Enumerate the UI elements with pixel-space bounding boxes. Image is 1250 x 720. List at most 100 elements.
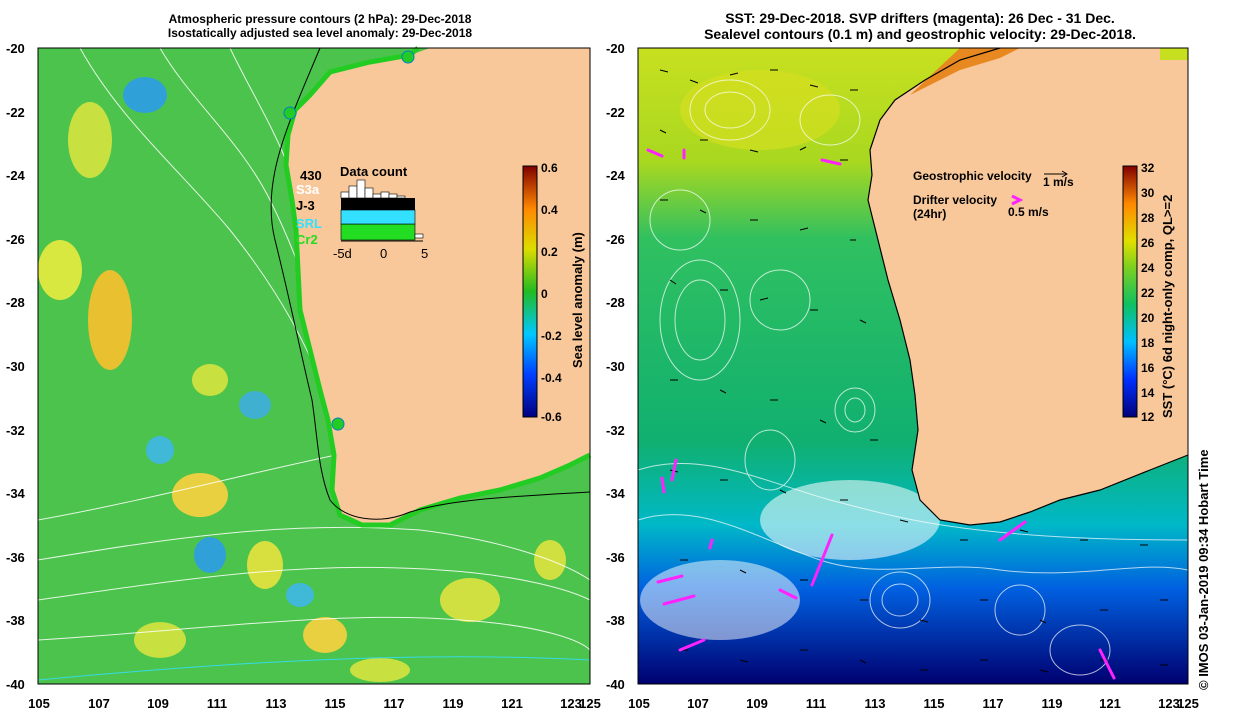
svg-text:-30: -30 — [606, 359, 625, 374]
svg-text:-28: -28 — [6, 295, 25, 310]
svg-text:-22: -22 — [606, 105, 625, 120]
svg-text:117: 117 — [384, 696, 405, 711]
svg-text:113: 113 — [266, 696, 287, 711]
velocity-legend: Geostrophic velocity 1 m/s Drifter veloc… — [913, 169, 1074, 221]
svg-text:-40: -40 — [606, 677, 625, 692]
drifter-legend-label: Drifter velocity — [913, 193, 997, 207]
right-panel-title: SST: 29-Dec-2018. SVP drifters (magenta)… — [640, 10, 1200, 42]
right-y-ticks: -20 -22 -24 -26 -28 -30 -32 -34 -36 -38 … — [606, 41, 626, 692]
left-x-tick-last: 125 — [579, 696, 601, 711]
svg-text:-20: -20 — [6, 41, 25, 56]
svg-text:-40: -40 — [6, 677, 25, 692]
svg-text:-36: -36 — [6, 550, 25, 565]
mission-cr2: Cr2 — [296, 232, 318, 247]
svg-text:-38: -38 — [606, 613, 625, 628]
svg-text:-34: -34 — [606, 486, 626, 501]
svg-text:121: 121 — [501, 696, 523, 711]
sst-warm-patch — [680, 70, 840, 150]
right-x-ticks: 105 107 109 111 113 115 117 119 121 123 … — [628, 696, 1199, 711]
geostrophic-legend-scale: 1 m/s — [1043, 175, 1074, 189]
sst-cbar-tick: 24 — [1141, 261, 1155, 275]
mission-s3a: S3a — [296, 182, 320, 197]
drifter-legend-scale: 0.5 m/s — [1008, 205, 1049, 219]
dc-tick: 5 — [421, 246, 428, 261]
svg-text:-20: -20 — [606, 41, 625, 56]
left-map: 430 Data count S3a J-3 SRL Cr2 — [6, 41, 601, 711]
geostrophic-arrows — [659, 69, 1168, 673]
svg-text:107: 107 — [687, 696, 709, 711]
drifter-legend-label-2: (24hr) — [913, 207, 946, 221]
sla-blob — [68, 102, 112, 178]
geostrophic-legend-label: Geostrophic velocity — [913, 169, 1032, 183]
svg-text:-34: -34 — [6, 486, 26, 501]
sla-colorbar-label: Sea level anomaly (m) — [570, 232, 585, 368]
sst-cbar-tick: 28 — [1141, 211, 1155, 225]
sst-cbar-tick: 22 — [1141, 286, 1155, 300]
svg-text:-32: -32 — [606, 423, 625, 438]
svg-text:115: 115 — [924, 696, 945, 711]
drifter-arrow-icon — [1011, 194, 1024, 206]
land — [868, 48, 1188, 525]
left-map-frame — [37, 47, 591, 685]
sst-cbar-tick: 30 — [1141, 186, 1155, 200]
sla-blob — [286, 583, 314, 607]
warm-coastal-sst — [910, 48, 1020, 95]
right-title-line1: SST: 29-Dec-2018. SVP drifters (magenta)… — [725, 10, 1115, 26]
svg-text:-32: -32 — [6, 423, 25, 438]
sla-cbar-tick: 0.4 — [541, 203, 558, 217]
mission-j3: J-3 — [296, 198, 315, 213]
svg-text:-36: -36 — [606, 550, 625, 565]
sla-cbar-tick: 0.6 — [541, 161, 558, 175]
svg-text:119: 119 — [443, 696, 464, 711]
svg-text:-22: -22 — [6, 105, 25, 120]
shelf-contour — [270, 47, 591, 520]
sla-cbar-tick: 0.2 — [541, 245, 558, 259]
data-count-bars — [340, 179, 424, 241]
svg-text:109: 109 — [147, 696, 169, 711]
sla-cbar-tick: -0.2 — [541, 329, 562, 343]
sla-blob — [88, 270, 132, 370]
left-x-ticks: 105 107 109 111 113 115 117 119 121 123 — [28, 696, 582, 711]
svg-text:123: 123 — [1158, 696, 1180, 711]
sst-cbar-tick: 12 — [1141, 410, 1155, 424]
svg-text:115: 115 — [325, 696, 346, 711]
sst-cbar-tick: 32 — [1141, 161, 1155, 175]
svg-text:-26: -26 — [606, 232, 625, 247]
sla-blob — [134, 622, 186, 658]
tide-gauge-marker — [331, 417, 345, 431]
left-panel-title: Atmospheric pressure contours (2 hPa): 2… — [40, 12, 600, 40]
svg-text:121: 121 — [1099, 696, 1121, 711]
sst-cbar-tick: 16 — [1141, 361, 1155, 375]
sst-colorbar — [1122, 165, 1138, 418]
sst-cbar-tick: 18 — [1141, 336, 1155, 350]
svg-text:125: 125 — [1177, 696, 1199, 711]
sla-blob — [123, 77, 167, 113]
sla-blob — [172, 473, 228, 517]
svg-text:123: 123 — [560, 696, 582, 711]
svg-text:-24: -24 — [606, 168, 626, 183]
dc-tick: 0 — [380, 246, 387, 261]
sla-blob — [38, 240, 82, 300]
land — [286, 48, 590, 525]
sla-cbar-tick: 0 — [541, 287, 548, 301]
coastline — [867, 47, 1189, 526]
cloud-patch — [640, 560, 800, 640]
left-title-line1: Atmospheric pressure contours (2 hPa): 2… — [168, 12, 472, 26]
svg-text:113: 113 — [865, 696, 886, 711]
svp-drifter-tracks — [646, 148, 1116, 680]
svg-text:117: 117 — [983, 696, 1004, 711]
left-title-line2: Isostatically adjusted sea level anomaly… — [167, 26, 473, 40]
svg-text:111: 111 — [806, 696, 826, 711]
sla-cbar-tick: -0.6 — [541, 410, 562, 424]
data-count-total: 430 — [300, 168, 322, 183]
sla-cbar-tick: -0.4 — [541, 371, 562, 385]
svg-text:119: 119 — [1042, 696, 1063, 711]
svg-text:105: 105 — [28, 696, 50, 711]
sst-colorbar-label: SST (°C) 6d night-only comp, QL>=2 — [1160, 195, 1175, 418]
tide-gauge-marker — [283, 106, 297, 120]
sla-blob — [440, 578, 500, 622]
sla-blob — [192, 364, 228, 396]
sla-blob — [239, 391, 271, 419]
svg-text:-24: -24 — [6, 168, 26, 183]
sla-blob — [350, 658, 410, 682]
